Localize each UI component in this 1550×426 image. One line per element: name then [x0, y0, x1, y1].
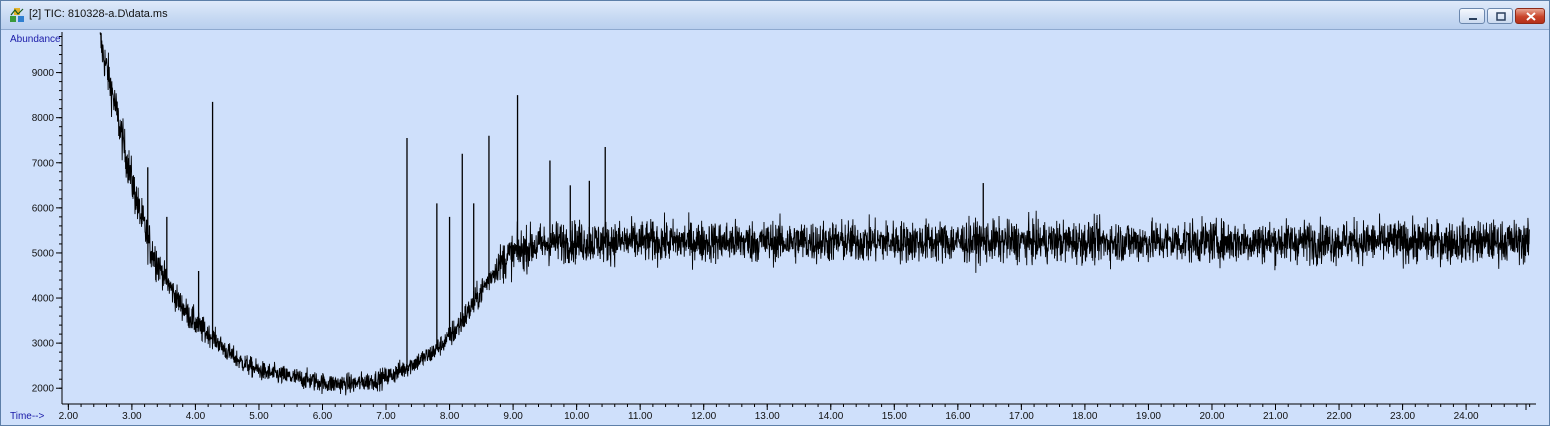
- x-axis-title: Time-->: [10, 411, 45, 422]
- x-tick-label: 8.00: [440, 411, 460, 422]
- y-tick-label: 7000: [32, 158, 55, 169]
- x-tick-label: 20.00: [1199, 411, 1224, 422]
- y-tick-label: 3000: [32, 339, 55, 350]
- title-bar[interactable]: [2] TIC: 810328-a.D\data.ms: [1, 1, 1549, 30]
- x-tick-label: 18.00: [1072, 411, 1097, 422]
- x-tick-label: 19.00: [1136, 411, 1161, 422]
- chromatogram-app-icon: [10, 8, 24, 22]
- x-tick-label: 9.00: [503, 411, 523, 422]
- x-tick-label: 7.00: [376, 411, 396, 422]
- x-tick-label: 23.00: [1390, 411, 1415, 422]
- close-button[interactable]: [1515, 8, 1545, 24]
- x-tick-label: 17.00: [1009, 411, 1034, 422]
- y-axis-title: Abundance: [10, 34, 61, 45]
- x-tick-label: 15.00: [882, 411, 907, 422]
- chromatogram-plot[interactable]: Abundance Time--> 2000 3000 4000 5000 6000 70…: [1, 30, 1549, 425]
- y-tick-label: 5000: [32, 248, 55, 259]
- maximize-button[interactable]: [1487, 8, 1513, 24]
- y-tick-label: 2000: [32, 384, 55, 395]
- x-tick-label: 13.00: [755, 411, 780, 422]
- x-tick-label: 2.00: [59, 411, 79, 422]
- maximize-icon: [1496, 12, 1506, 21]
- minimize-icon: [1469, 18, 1477, 20]
- x-tick-label: 14.00: [818, 411, 843, 422]
- x-tick-label: 11.00: [628, 411, 653, 422]
- x-tick-label: 22.00: [1327, 411, 1352, 422]
- close-icon: [1526, 12, 1536, 21]
- tic-trace-line: [99, 32, 1530, 396]
- y-tick-label: 6000: [32, 203, 55, 214]
- x-tick-label: 5.00: [249, 411, 269, 422]
- x-tick-label: 24.00: [1454, 411, 1479, 422]
- x-tick-label: 6.00: [313, 411, 333, 422]
- x-tick-label: 10.00: [564, 411, 589, 422]
- x-tick-label: 16.00: [945, 411, 970, 422]
- x-tick-label: 12.00: [691, 411, 716, 422]
- x-tick-label: 4.00: [186, 411, 206, 422]
- x-tick-label: 3.00: [122, 411, 142, 422]
- y-tick-label: 9000: [32, 68, 55, 79]
- window-title: [2] TIC: 810328-a.D\data.ms: [29, 8, 168, 20]
- minimize-button[interactable]: [1459, 8, 1485, 24]
- y-tick-label: 8000: [32, 113, 55, 124]
- y-tick-label: 4000: [32, 294, 55, 305]
- x-tick-label: 21.00: [1263, 411, 1288, 422]
- tic-chart: Abundance Time--> 2000 3000 4000 5000 6000 70…: [10, 32, 1536, 422]
